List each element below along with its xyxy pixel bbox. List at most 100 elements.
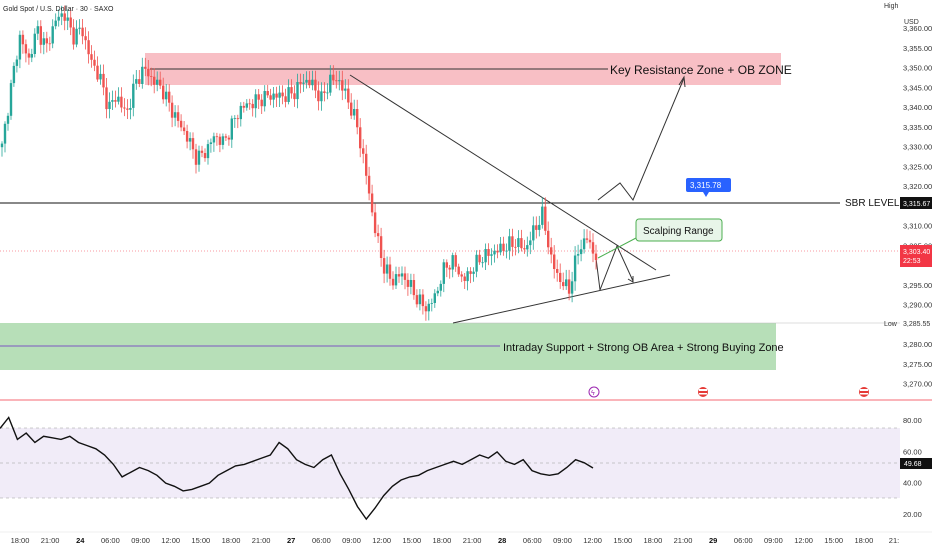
candle-body (45, 38, 48, 44)
candle-body (90, 54, 93, 60)
candle-body (197, 150, 201, 165)
candle-body (182, 127, 186, 132)
rsi-tick-label: 80.00 (903, 416, 922, 425)
candle-body (394, 274, 398, 286)
candle-body (168, 91, 171, 103)
price-tick-label: 3,275.00 (903, 360, 932, 369)
candle-body (478, 254, 481, 263)
candle-body (499, 243, 502, 253)
time-tick-label: 06:00 (312, 536, 331, 545)
candle-body (6, 115, 10, 124)
time-tick-label: 18:00 (11, 536, 30, 545)
candle-body (212, 136, 216, 143)
us-flag-event-icon[interactable] (698, 387, 708, 397)
candle-body (123, 107, 126, 109)
scalping-range-box[interactable] (635, 218, 723, 242)
scalping-zigzag (595, 244, 634, 291)
price-tick-label: 3,270.00 (903, 380, 932, 389)
time-tick-label: 21:00 (252, 536, 271, 545)
candle-body (290, 87, 293, 94)
price-tick-label: 3,290.00 (903, 301, 932, 310)
candle-body (314, 79, 317, 91)
price-tick-label: 3,345.00 (903, 83, 932, 92)
candle-body (129, 108, 132, 110)
candle-body (594, 253, 598, 260)
time-tick-label: 29 (709, 536, 717, 545)
lightning-event-icon[interactable]: ϟ (588, 386, 600, 398)
candle-body (550, 247, 553, 255)
time-axis[interactable]: 18:00 21:00 24 06:00 09:00 12:00 15:00 18:00 21:… (11, 536, 900, 545)
current-price-tag (900, 245, 932, 267)
candle-body (370, 193, 374, 213)
candle-body (565, 279, 568, 287)
candle-body (21, 34, 25, 45)
candle-body (445, 262, 448, 268)
candle-body (427, 303, 430, 312)
candle-body (379, 236, 383, 258)
candle-body (400, 273, 404, 277)
candle-body (344, 88, 347, 91)
candle-body (505, 250, 508, 252)
candle-body (326, 92, 329, 94)
candle-body (573, 255, 577, 282)
rsi-value-tag (900, 458, 932, 469)
candle-body (335, 80, 338, 82)
descending-trendline (349, 74, 657, 271)
time-tick-label: 09:00 (553, 536, 572, 545)
candle-body (359, 127, 362, 149)
candle-body (218, 136, 222, 145)
candle-body (194, 149, 198, 165)
candle-body (260, 99, 263, 107)
candle-body (412, 280, 416, 296)
candle-body (517, 238, 520, 247)
time-tick-label: 24 (76, 536, 85, 545)
candle-body (341, 80, 344, 91)
candle-body (439, 283, 442, 291)
time-tick-label: 06:00 (523, 536, 542, 545)
candle-body (233, 118, 236, 119)
time-tick-label: 09:00 (131, 536, 150, 545)
candle-body (63, 13, 66, 21)
candle-body (311, 79, 314, 86)
candle-body (466, 271, 469, 282)
candle-body (496, 250, 499, 253)
candle-body (144, 66, 147, 69)
candle-body (535, 225, 538, 230)
candle-body (508, 236, 511, 251)
candle-body (559, 272, 562, 282)
candle-body (591, 242, 595, 254)
candle-body (176, 112, 180, 121)
support-label: Intraday Support + Strong OB Area + Stro… (503, 342, 784, 354)
candle-body (451, 255, 454, 270)
candle-body (421, 294, 425, 307)
candle-body (299, 82, 302, 84)
rsi-axis[interactable]: 80.00 60.00 40.00 20.00 (903, 416, 922, 519)
candle-body (567, 279, 571, 294)
candle-body (227, 137, 231, 140)
candle-body (562, 282, 565, 287)
candle-body (460, 274, 463, 277)
time-tick-label: 12:00 (794, 536, 813, 545)
candle-body (308, 79, 311, 86)
candle-body (138, 79, 141, 84)
candle-body (415, 295, 419, 305)
candle-body (117, 96, 120, 102)
candle-body (159, 79, 162, 86)
candle-body (72, 27, 75, 45)
candle-body (532, 225, 535, 241)
candle-body (132, 83, 135, 108)
candle-body (179, 120, 183, 128)
candle-body (84, 36, 87, 41)
candle-body (147, 68, 150, 77)
currency-label: USD (904, 19, 919, 26)
target-price-tag[interactable] (686, 178, 731, 192)
symbol-title[interactable]: Gold Spot / U.S. Dollar · 30 · SAXO (3, 6, 114, 13)
candle-body (305, 79, 308, 83)
candle-body (529, 240, 532, 246)
price-tick-label: 3,360.00 (903, 24, 932, 33)
candle-body (433, 293, 436, 303)
time-tick-label: 06:00 (101, 536, 120, 545)
us-flag-event-icon-2[interactable] (859, 387, 869, 397)
candle-body (66, 17, 69, 21)
